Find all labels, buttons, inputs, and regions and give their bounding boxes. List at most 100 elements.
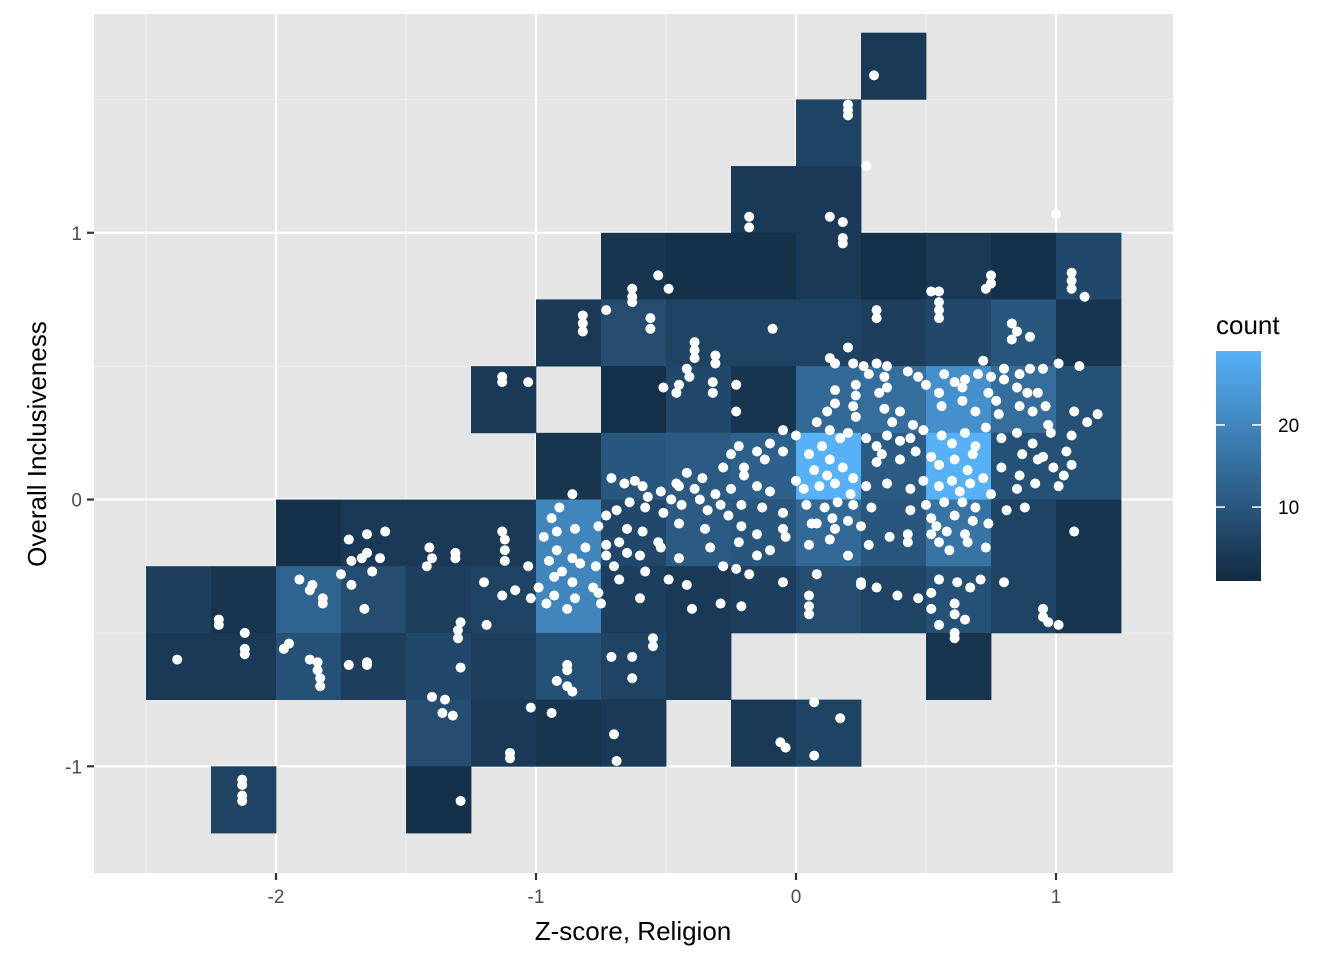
data-point — [905, 483, 916, 494]
data-point — [1006, 334, 1017, 345]
data-point — [843, 515, 853, 526]
data-point — [905, 505, 916, 516]
data-point — [546, 513, 557, 524]
data-point — [1017, 449, 1028, 460]
data-point — [1014, 470, 1025, 481]
data-point — [237, 795, 248, 806]
data-point — [575, 558, 586, 569]
data-point — [577, 326, 588, 337]
data-point — [1027, 438, 1038, 449]
data-point — [993, 409, 1004, 420]
data-point — [866, 502, 877, 513]
data-point — [882, 382, 892, 393]
data-point — [934, 305, 944, 316]
data-point — [562, 603, 573, 614]
data-point — [702, 505, 713, 516]
data-point — [934, 313, 944, 324]
data-point — [814, 481, 825, 492]
data-point — [962, 537, 973, 548]
data-point — [830, 398, 840, 409]
data-point — [689, 353, 700, 364]
data-point — [567, 489, 578, 500]
data-point — [908, 419, 918, 430]
data-point — [635, 593, 645, 604]
data-point — [601, 539, 612, 550]
data-point — [658, 382, 669, 393]
legend-ticks: 10 20 — [1216, 416, 1299, 519]
data-point — [861, 433, 872, 444]
data-point — [635, 550, 645, 561]
data-point — [744, 211, 755, 222]
heatmap-bin — [861, 432, 927, 500]
data-point — [801, 499, 812, 510]
data-point — [775, 737, 786, 748]
data-point — [336, 569, 346, 580]
data-point — [752, 550, 762, 561]
data-point — [960, 374, 970, 385]
data-point — [918, 425, 929, 436]
heatmap-bin — [796, 232, 862, 300]
data-point — [791, 475, 801, 486]
data-point — [367, 566, 378, 577]
data-point — [640, 502, 651, 513]
data-point — [895, 406, 905, 417]
data-point — [863, 539, 874, 550]
heatmap-bin — [796, 166, 862, 234]
data-point — [663, 283, 674, 294]
data-point — [934, 286, 944, 297]
data-point — [653, 270, 664, 281]
heatmap-bin — [861, 299, 927, 367]
data-point — [733, 537, 744, 548]
data-point — [848, 401, 859, 412]
data-point — [307, 579, 318, 590]
heatmap-bin — [861, 32, 927, 100]
heatmap-bin — [341, 499, 407, 567]
data-point — [869, 70, 879, 81]
heatmap-bin — [601, 299, 667, 367]
data-point — [689, 345, 700, 356]
data-point — [798, 483, 809, 494]
data-point — [505, 753, 515, 764]
data-point — [960, 427, 970, 438]
data-point — [1053, 358, 1064, 369]
data-point — [577, 310, 588, 321]
data-point — [837, 462, 848, 473]
heatmap-bin — [471, 699, 537, 767]
heatmap-bin — [536, 299, 602, 367]
y-tick-label: 1 — [71, 224, 82, 245]
heatmap-bin — [796, 366, 862, 434]
data-point — [939, 369, 950, 380]
data-point — [850, 411, 861, 422]
data-point — [949, 598, 960, 609]
data-point — [710, 350, 721, 361]
data-point — [359, 603, 370, 614]
data-point — [765, 486, 775, 497]
data-point — [986, 371, 996, 382]
data-point — [778, 425, 788, 436]
data-point — [707, 377, 718, 388]
data-point — [830, 385, 840, 396]
data-point — [681, 363, 692, 374]
data-point — [611, 755, 622, 766]
data-point — [731, 563, 742, 574]
data-point — [346, 579, 357, 590]
data-point — [312, 657, 323, 668]
data-point — [450, 553, 461, 564]
heatmap-bin — [731, 299, 797, 367]
heatmap-bin — [276, 566, 342, 634]
data-point — [237, 779, 248, 790]
data-point — [642, 491, 653, 502]
data-point — [1025, 363, 1035, 374]
data-point — [835, 433, 846, 444]
data-point — [837, 217, 848, 228]
data-point — [952, 577, 963, 588]
data-point — [362, 529, 372, 540]
heatmap-bin — [1056, 566, 1122, 634]
data-point — [759, 454, 770, 465]
data-point — [551, 675, 562, 686]
data-point — [1019, 502, 1030, 513]
data-point — [1043, 419, 1054, 430]
data-point — [926, 286, 937, 297]
data-point — [239, 649, 250, 660]
heatmap-bin — [731, 232, 797, 300]
